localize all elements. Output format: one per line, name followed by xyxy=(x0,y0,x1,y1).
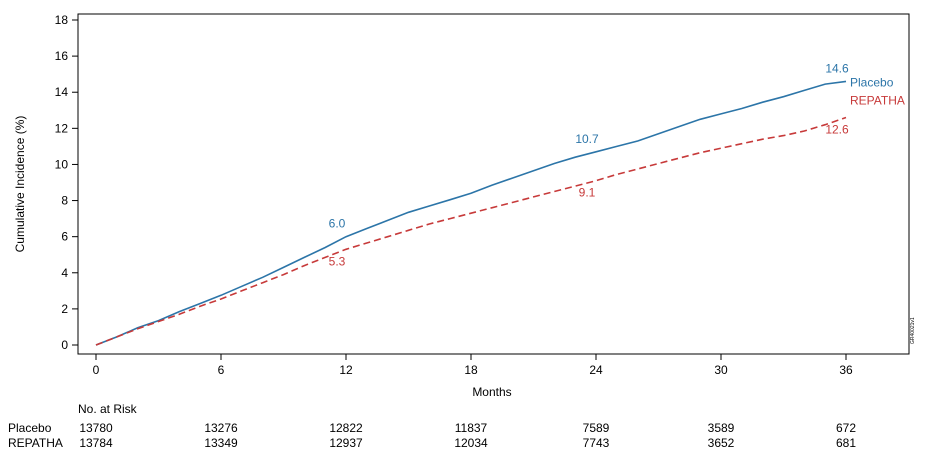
risk-table: No. at Risk Placebo 13780 13276 12822 11837 7… xyxy=(8,402,856,450)
y-axis-title: Cumulative Incidence (%) xyxy=(13,116,27,253)
y-tick-label: 0 xyxy=(61,338,68,352)
risk-value: 13784 xyxy=(79,436,113,450)
y-tick-label: 8 xyxy=(61,194,68,208)
x-tick-label: 24 xyxy=(589,363,603,377)
x-tick-label: 30 xyxy=(714,363,728,377)
risk-value: 11837 xyxy=(455,421,488,435)
x-axis: 0 6 12 18 24 30 36 xyxy=(93,354,853,377)
y-tick-label: 14 xyxy=(55,85,69,99)
y-tick-label: 4 xyxy=(61,266,68,280)
plot-frame xyxy=(77,13,910,355)
risk-value: 12034 xyxy=(454,436,488,450)
y-tick-label: 16 xyxy=(55,49,69,63)
risk-value: 12822 xyxy=(329,421,363,435)
watermark: GR40021v1 xyxy=(910,317,916,344)
y-tick-label: 6 xyxy=(61,230,68,244)
risk-value: 681 xyxy=(836,436,856,450)
risk-table-title: No. at Risk xyxy=(78,402,138,416)
risk-row-label: REPATHA xyxy=(8,436,63,450)
risk-value: 13349 xyxy=(204,436,238,450)
risk-value: 7743 xyxy=(583,436,610,450)
series-label-repatha: REPATHA xyxy=(850,94,905,108)
annotation-layer: 6.0 10.7 14.6 5.3 9.1 12.6 Placebo REPATHA xyxy=(329,61,905,268)
value-label: 14.6 xyxy=(825,61,849,75)
risk-value: 3589 xyxy=(708,421,735,435)
value-label: 9.1 xyxy=(579,186,596,200)
risk-value: 12937 xyxy=(329,436,363,450)
y-axis: 0 2 4 6 8 10 12 14 16 18 xyxy=(55,13,78,352)
x-tick-label: 0 xyxy=(93,363,100,377)
series-line-placebo xyxy=(95,80,847,346)
risk-row-label: Placebo xyxy=(8,421,52,435)
risk-value: 13276 xyxy=(204,421,238,435)
y-tick-label: 2 xyxy=(61,302,68,316)
y-tick-label: 12 xyxy=(55,121,69,135)
value-label: 5.3 xyxy=(329,254,346,268)
value-label: 12.6 xyxy=(825,123,849,137)
x-axis-title: Months xyxy=(472,385,511,399)
y-tick-label: 18 xyxy=(55,13,69,27)
value-label: 10.7 xyxy=(575,132,599,146)
series-label-placebo: Placebo xyxy=(850,75,894,89)
y-tick-label: 10 xyxy=(55,157,69,171)
risk-value: 3652 xyxy=(708,436,735,450)
x-tick-label: 36 xyxy=(839,363,853,377)
risk-value: 13780 xyxy=(79,421,113,435)
series-layer xyxy=(95,80,847,346)
series-line-repatha xyxy=(95,116,847,346)
x-tick-label: 6 xyxy=(218,363,225,377)
value-label: 6.0 xyxy=(329,217,346,231)
x-tick-label: 18 xyxy=(464,363,478,377)
risk-value: 7589 xyxy=(583,421,610,435)
risk-value: 672 xyxy=(836,421,856,435)
x-tick-label: 12 xyxy=(339,363,353,377)
